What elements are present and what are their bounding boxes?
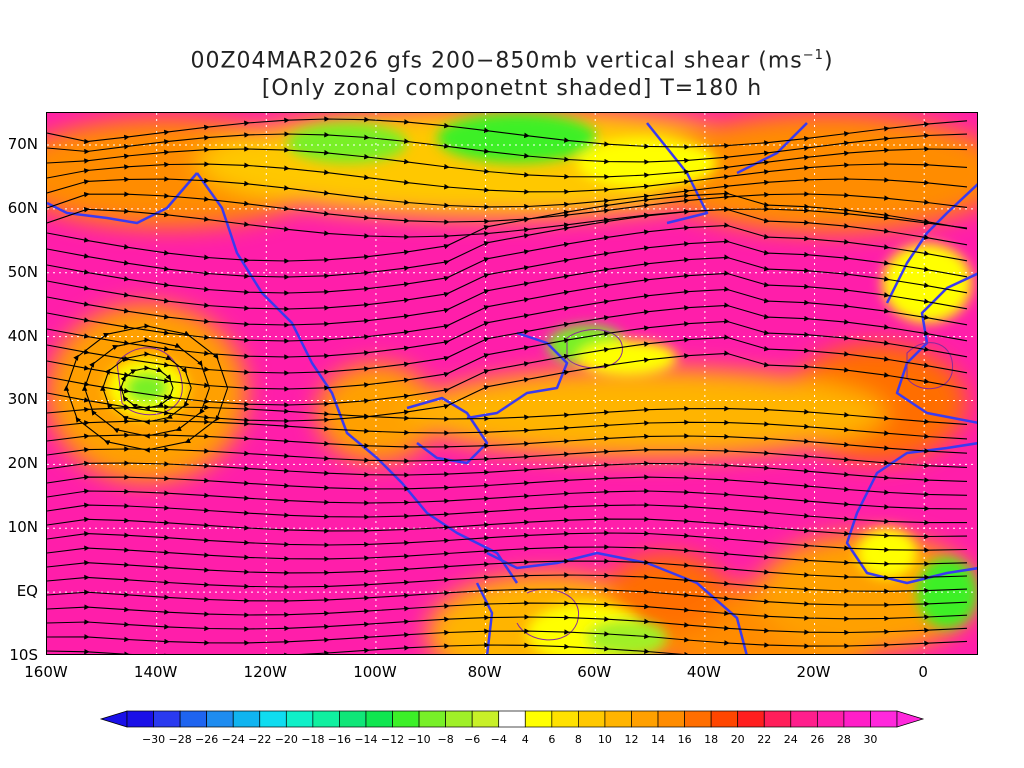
chart-subtitle: [Only zonal componetnt shaded] T=180 h <box>261 76 763 101</box>
colorbar-tick-label: 28 <box>836 733 851 746</box>
latitude-label: EQ <box>16 582 38 601</box>
colorbar-underflow-arrow <box>99 710 128 728</box>
colorbar-swatch <box>418 710 446 728</box>
colorbar-tick-label: 24 <box>783 733 798 746</box>
streamline <box>47 474 968 498</box>
colorbar-tick-label: 14 <box>651 733 666 746</box>
colorbar-swatch <box>471 710 500 728</box>
colorbar-swatch <box>126 710 154 728</box>
longitude-label: 0 <box>918 663 928 681</box>
map-panel <box>46 112 978 655</box>
streamline <box>47 642 930 654</box>
latitude-label: 60N <box>7 198 38 217</box>
colorbar-swatch <box>312 710 340 728</box>
colorbar-tick-label: 16 <box>677 733 692 746</box>
colorbar-swatch <box>843 710 871 728</box>
title-text: 00Z04MAR2026 gfs 200−850mb vertical shea… <box>190 48 803 74</box>
colorbar-tick-label: −20 <box>274 733 298 746</box>
colorbar-tick-label: 22 <box>757 733 772 746</box>
longitude-label: 20W <box>796 663 831 681</box>
latitude-label: 40N <box>7 326 38 345</box>
colorbar-swatch <box>790 710 818 728</box>
colorbar-swatch <box>153 710 181 728</box>
latitude-label: 50N <box>7 262 38 281</box>
colorbar-tick-label: 6 <box>548 733 556 746</box>
colorbar-tick-label: −22 <box>248 733 272 746</box>
longitude-label: 40W <box>686 663 721 681</box>
latitude-label: 20N <box>7 454 38 473</box>
colorbar-swatch <box>737 710 765 728</box>
colorbar-tick-label: 12 <box>624 733 639 746</box>
colorbar-swatch <box>179 710 208 728</box>
colorbar-tick-label: −12 <box>380 733 405 746</box>
longitude-label: 120W <box>243 663 288 681</box>
colorbar-swatch <box>339 710 367 728</box>
streamline <box>63 323 229 453</box>
colorbar-swatch <box>392 710 420 728</box>
colorbar-tick-label: −16 <box>327 733 352 746</box>
colorbar-swatch <box>657 710 685 728</box>
colorbar-tick-label: −18 <box>301 733 325 746</box>
colorbar-swatch <box>206 710 234 728</box>
colorbar-swatch <box>259 710 287 728</box>
latitude-label: 70N <box>7 134 38 153</box>
colorbar-overflow-arrow <box>896 710 925 728</box>
colorbar-tick-label: 4 <box>521 733 529 746</box>
colorbar-tick-label: −8 <box>437 733 454 746</box>
colorbar-swatch <box>551 710 579 728</box>
colorbar-swatch <box>498 710 526 728</box>
colorbar-swatch <box>763 710 792 728</box>
colorbar-tick-label: 30 <box>863 733 878 746</box>
streamline <box>47 460 968 483</box>
colorbar-tick-label: −4 <box>490 733 507 746</box>
colorbar-tick-label: −30 <box>141 733 166 746</box>
colorbar-swatch <box>285 710 314 728</box>
title-text-end: ) <box>823 48 834 74</box>
colorbar-swatch <box>524 710 553 728</box>
colorbar-swatch <box>631 710 659 728</box>
colorbar-tick-label: 10 <box>597 733 612 746</box>
colorbar-tick-label: 26 <box>810 733 825 746</box>
chart-title: 00Z04MAR2026 gfs 200−850mb vertical shea… <box>0 48 1024 73</box>
shear-map <box>47 113 977 654</box>
longitude-label: 100W <box>353 663 397 681</box>
streamline <box>47 206 968 240</box>
title-unit-exponent: −1 <box>802 48 824 63</box>
colorbar-swatch <box>445 710 473 728</box>
shaded-field <box>47 113 977 654</box>
colorbar-swatch <box>710 710 739 728</box>
colorbar-tick-label: −28 <box>168 733 192 746</box>
longitude-label: 160W <box>24 663 68 681</box>
colorbar-tick-label: −6 <box>464 733 481 746</box>
colorbar-tick-label: 20 <box>730 733 745 746</box>
colorbar-swatch <box>232 710 261 728</box>
colorbar-swatch <box>870 710 898 728</box>
colorbar-swatch <box>684 710 712 728</box>
latitude-label: 10S <box>9 646 38 664</box>
latitude-label: 10N <box>7 518 38 537</box>
colorbar-tick-label: −24 <box>221 733 245 746</box>
colorbar-swatch <box>816 710 845 728</box>
longitude-label: 80W <box>467 663 502 681</box>
colorbar-tick-label: −26 <box>195 733 219 746</box>
colorbar-tick-label: 8 <box>574 733 582 746</box>
colorbar-tick-label: −14 <box>354 733 378 746</box>
colorbar-swatch <box>578 710 606 728</box>
colorbar-swatch <box>604 710 632 728</box>
longitude-label: 140W <box>133 663 178 681</box>
colorbar-swatch <box>365 710 393 728</box>
colorbar-tick-label: −10 <box>407 733 431 746</box>
colorbar-tick-label: 18 <box>704 733 719 746</box>
streamline <box>47 488 968 512</box>
streamlines <box>47 116 968 654</box>
longitude-label: 60W <box>577 663 612 681</box>
latitude-label: 30N <box>7 390 38 409</box>
